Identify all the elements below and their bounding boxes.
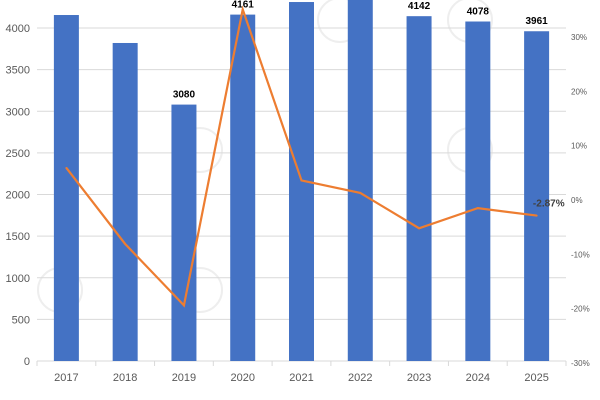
left-axis-tick-label: 2500: [6, 148, 30, 160]
x-axis-label: 2017: [54, 372, 78, 384]
bar-data-label: 4078: [467, 7, 490, 18]
growth-point-2019: [182, 304, 185, 307]
x-axis-label: 2019: [172, 372, 196, 384]
x-axis-label: 2023: [407, 372, 431, 384]
growth-point-2025: [535, 214, 538, 217]
growth-point-2020: [241, 8, 244, 11]
bar-data-label: 4142: [408, 1, 431, 12]
bar-2018: [112, 42, 138, 362]
growth-point-2024: [476, 207, 479, 210]
x-axis-label: 2020: [230, 372, 254, 384]
bar-2023: [406, 16, 432, 362]
right-axis-tick-label: 20%: [571, 87, 587, 96]
line-data-label: -2.87%: [533, 199, 565, 210]
left-axis-tick-label: 1500: [6, 231, 30, 243]
bar-data-label: 3080: [173, 90, 196, 101]
x-axis-label: 2025: [524, 372, 548, 384]
growth-point-2017: [65, 166, 68, 169]
bar-data-label: 3961: [525, 16, 548, 27]
right-axis-tick-label: -20%: [571, 305, 590, 314]
bar-2022: [347, 0, 373, 361]
growth-point-2022: [359, 191, 362, 194]
x-axis-label: 2018: [113, 372, 137, 384]
bar-2025: [524, 31, 550, 361]
right-axis-tick-label: 30%: [571, 33, 587, 42]
bar-2024: [465, 21, 491, 361]
right-axis-tick-label: -10%: [571, 250, 590, 259]
right-axis-tick-label: 0%: [571, 196, 583, 205]
left-axis-tick-label: 3000: [6, 106, 30, 118]
x-axis-label: 2021: [289, 372, 313, 384]
left-axis-tick-label: 2000: [6, 190, 30, 202]
right-axis-tick-label: 10%: [571, 142, 587, 151]
bar-data-label: 4161: [232, 0, 255, 11]
left-axis-tick-label: 3500: [6, 65, 30, 77]
left-axis-tick-label: 1000: [6, 273, 30, 285]
left-axis-tick-label: 0: [24, 356, 30, 368]
bar-2020: [230, 14, 256, 362]
growth-point-2021: [300, 179, 303, 182]
x-axis-label: 2024: [466, 372, 490, 384]
growth-point-2023: [418, 227, 421, 230]
bar-2017: [53, 15, 79, 361]
left-axis-tick-label: 4000: [6, 23, 30, 35]
growth-point-2018: [124, 242, 127, 245]
bar-2019: [171, 104, 197, 361]
left-axis-tick-label: 500: [12, 314, 30, 326]
right-axis-tick-label: -30%: [571, 359, 590, 368]
x-axis-label: 2022: [348, 372, 372, 384]
